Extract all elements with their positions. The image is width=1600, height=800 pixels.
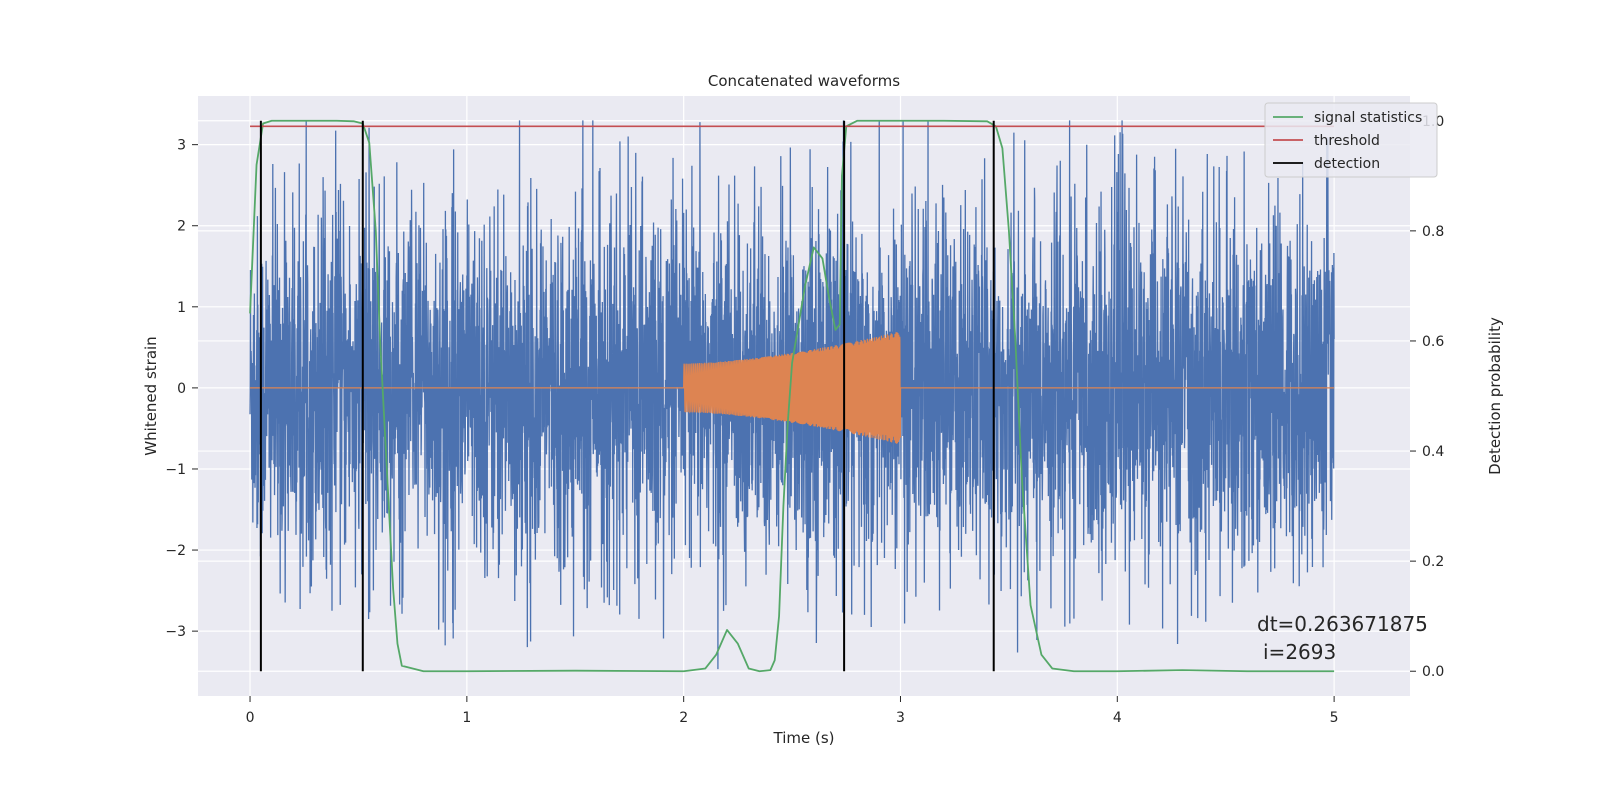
x-tick-label: 0 bbox=[246, 710, 255, 726]
y2-axis-label: Detection probability bbox=[1486, 317, 1504, 475]
legend-label: threshold bbox=[1314, 133, 1380, 149]
y2-tick-label: 0.4 bbox=[1422, 444, 1444, 460]
y-axis-label: Whitened strain bbox=[142, 336, 160, 455]
y2-tick-label: 0.2 bbox=[1422, 554, 1444, 570]
x-tick-label: 1 bbox=[462, 710, 471, 726]
y-tick-label: 1 bbox=[177, 300, 186, 316]
y-tick-label: 3 bbox=[177, 138, 186, 154]
y-tick-label: −2 bbox=[165, 543, 186, 559]
x-tick-label: 2 bbox=[679, 710, 688, 726]
x-tick-label: 3 bbox=[896, 710, 905, 726]
chirp-series bbox=[250, 332, 1335, 444]
annotation-index: i=2693 bbox=[1263, 640, 1336, 664]
legend-box bbox=[1264, 102, 1438, 178]
y-tick-label: 0 bbox=[177, 381, 186, 397]
y-tick-label: −1 bbox=[165, 462, 186, 478]
signal-statistics-line bbox=[249, 119, 1335, 673]
y-tick-label: 2 bbox=[177, 219, 186, 235]
y2-tick-label: 0.6 bbox=[1422, 334, 1444, 350]
y2-tick-label: 0.0 bbox=[1422, 664, 1444, 680]
annotation-dt: dt=0.263671875 bbox=[1257, 612, 1428, 636]
y2-tick-label: 0.8 bbox=[1422, 224, 1444, 240]
legend: signal statistics threshold detection bbox=[1264, 102, 1438, 178]
chirp-line bbox=[250, 332, 1335, 444]
probability-series bbox=[249, 119, 1335, 673]
x-tick-label: 5 bbox=[1330, 710, 1339, 726]
x-tick-label: 4 bbox=[1113, 710, 1122, 726]
chart-title: Concatenated waveforms bbox=[708, 72, 900, 90]
y-tick-label: −3 bbox=[165, 624, 186, 640]
legend-label: detection bbox=[1314, 156, 1380, 172]
legend-label: signal statistics bbox=[1314, 110, 1422, 126]
annotation: dt=0.263671875 i=2693 bbox=[1257, 612, 1428, 664]
x-axis-label: Time (s) bbox=[773, 729, 835, 747]
